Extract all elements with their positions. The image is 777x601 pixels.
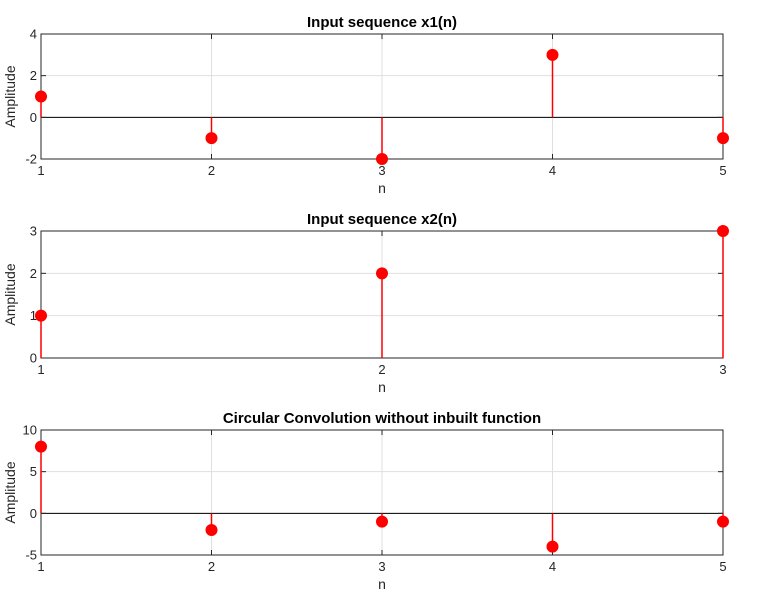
y-tick-label: 2 [30, 266, 37, 281]
plot-title: Input sequence x1(n) [307, 14, 457, 31]
x-tick-label: 5 [719, 163, 726, 178]
subplot-x1: 1 2 3 4 5 -2 0 2 4 Input sequence x1(n) n Amplitude [2, 14, 729, 196]
stem-marker [717, 225, 729, 237]
y-tick-label: 0 [30, 506, 37, 521]
x-tick-label: 3 [719, 362, 726, 377]
stem-marker [205, 524, 218, 536]
stem-marker [35, 440, 47, 453]
y-tick-label: 5 [30, 464, 37, 479]
stem-marker [376, 153, 388, 165]
x-tick-label: 4 [549, 559, 556, 574]
y-axis-label: Amplitude [2, 263, 18, 325]
plot-background-layer [40, 429, 724, 556]
y-tick-label: 2 [30, 68, 37, 83]
y-tick-label: 10 [23, 423, 37, 438]
y-axis-label: Amplitude [2, 461, 18, 523]
x-tick-label: 2 [378, 362, 385, 377]
x-tick-label: 3 [378, 559, 385, 574]
stem-marker [35, 309, 47, 322]
x-tick-label: 2 [208, 163, 215, 178]
x-tick-label: 2 [208, 559, 215, 574]
x-tick-label: 4 [549, 163, 556, 178]
x-axis-label: n [378, 379, 386, 395]
plot-title: Circular Convolution without inbuilt fun… [223, 410, 541, 427]
x-axis-label: n [378, 576, 386, 592]
stem-marker [376, 515, 388, 528]
x-axis-label: n [378, 180, 386, 196]
subplot-circular-convolution: 1 2 3 4 5 -5 0 5 10 Circular Convolution without … [2, 410, 729, 592]
y-tick-label: -5 [25, 548, 37, 563]
x-tick-label: 3 [378, 163, 385, 178]
x-tick-label: 1 [37, 362, 44, 377]
stem-marker [376, 267, 388, 280]
y-tick-label: 0 [30, 110, 37, 125]
stem-marker [546, 48, 559, 61]
y-tick-label: 4 [30, 27, 37, 42]
plot-title: Input sequence x2(n) [307, 211, 457, 228]
stem-marker [717, 132, 729, 145]
y-tick-label: 1 [30, 308, 37, 323]
x-tick-label: 1 [37, 163, 44, 178]
x-tick-label: 5 [719, 559, 726, 574]
y-axis-label: Amplitude [2, 65, 18, 127]
x-tick-label: 1 [37, 559, 44, 574]
stem-marker [35, 90, 47, 103]
y-tick-label: 0 [30, 351, 37, 366]
stem-marker [546, 540, 559, 553]
stem-marker [717, 515, 729, 528]
stem-marker [205, 132, 218, 145]
y-tick-label: 3 [30, 224, 37, 239]
y-tick-label: -2 [25, 152, 37, 167]
